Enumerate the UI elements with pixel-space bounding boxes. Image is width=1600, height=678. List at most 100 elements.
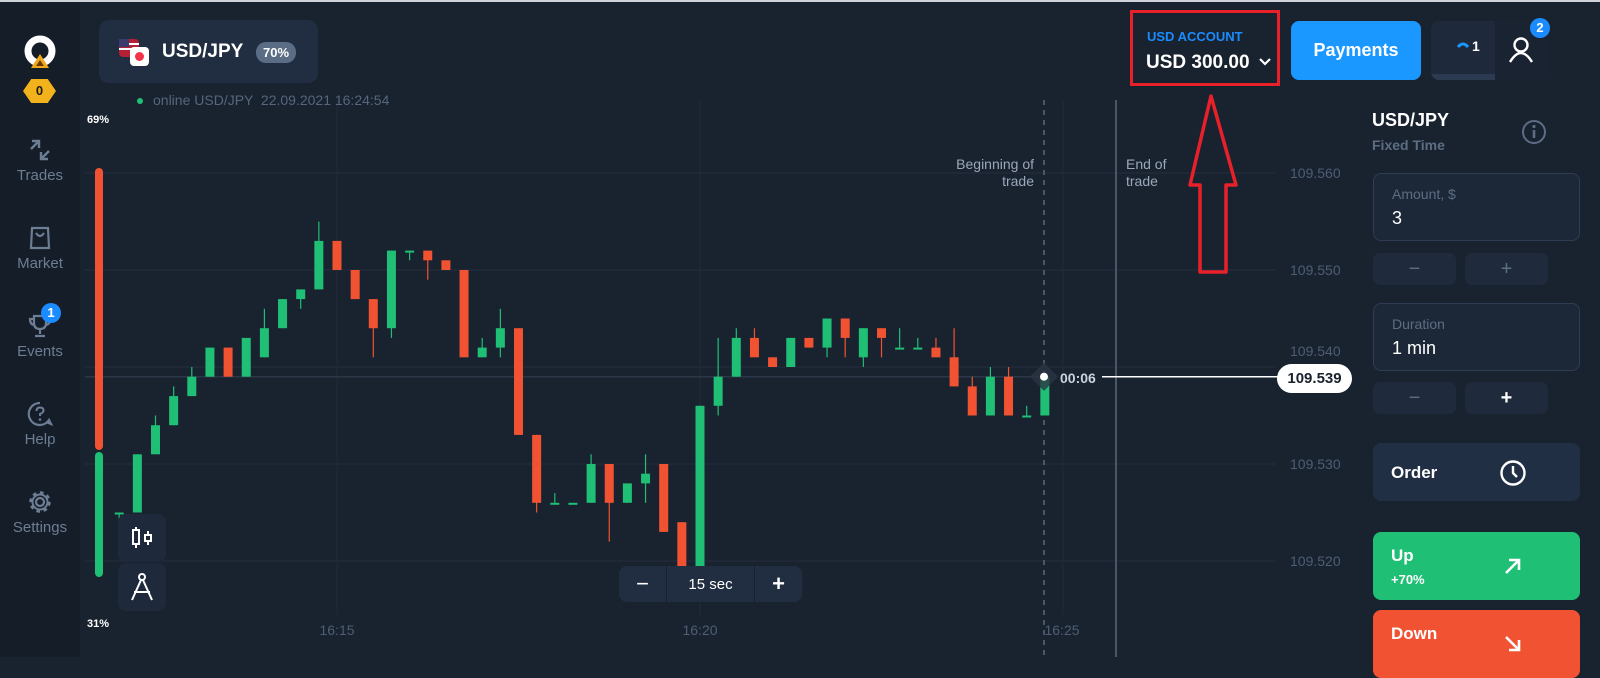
y-tick: 109.520: [1290, 553, 1341, 569]
trophy-icon: [28, 314, 52, 338]
amount-field[interactable]: Amount, $ 3: [1373, 173, 1580, 241]
candle-body: [169, 396, 179, 426]
duration-decrease-button[interactable]: −: [1373, 382, 1456, 414]
candle-body: [514, 328, 523, 435]
help-icon: [27, 401, 53, 427]
candle-body: [985, 376, 995, 416]
arrows-icon: [30, 139, 50, 161]
trade-icon: [1457, 42, 1469, 49]
open-trades-count: 1: [1472, 38, 1480, 54]
sidebar-item-help[interactable]: Help: [0, 401, 80, 448]
gear-icon: [29, 491, 51, 513]
asset-selector[interactable]: USD/JPY 70%: [99, 20, 318, 83]
candle-body: [586, 464, 596, 503]
candle-body: [368, 299, 378, 329]
timeframe-increase-button[interactable]: +: [772, 571, 785, 596]
y-tick: 109.560: [1290, 165, 1341, 181]
candle-body: [441, 260, 451, 270]
candle-body: [278, 299, 288, 329]
sidebar-item-label: Trades: [16, 167, 64, 184]
timeframe-decrease-button[interactable]: −: [619, 566, 667, 602]
payments-button[interactable]: Payments: [1291, 21, 1421, 80]
candle-body: [695, 405, 705, 571]
y-tick: 109.530: [1290, 456, 1341, 472]
up-label: Up: [1391, 546, 1414, 565]
chart-type-button[interactable]: [118, 514, 166, 562]
duration-field[interactable]: Duration 1 min: [1373, 303, 1580, 371]
candle-body: [405, 250, 415, 253]
score-badge: 0: [23, 79, 56, 103]
amount-value: 3: [1392, 208, 1403, 228]
amount-label: Amount, $: [1392, 186, 1456, 202]
candle-body: [967, 386, 977, 416]
beginning-of-trade-label: Beginning of trade: [956, 156, 1034, 189]
account-label: USD ACCOUNT: [1147, 29, 1243, 44]
candle-body: [659, 464, 669, 532]
sidebar-item-label: Settings: [12, 519, 68, 536]
candle-body: [749, 337, 759, 358]
candle-body: [822, 318, 832, 348]
candle-body: [459, 270, 469, 358]
online-dot-icon: [137, 98, 143, 105]
connection-status: online USD/JPY 22.09.2021 16:24:54: [137, 92, 389, 108]
candle-body: [677, 522, 687, 571]
current-price-marker: [1040, 372, 1048, 381]
x-tick: 16:20: [682, 622, 718, 638]
candle-body: [132, 454, 142, 513]
candle-body: [151, 425, 160, 455]
info-icon[interactable]: [1521, 119, 1547, 145]
candle-body: [786, 337, 796, 367]
candle-body: [858, 328, 868, 358]
trades-profile-widget: 1: [1431, 21, 1547, 80]
account-selector[interactable]: USD ACCOUNT USD 300.00: [1130, 10, 1280, 86]
logo-icon[interactable]: [22, 34, 58, 70]
x-tick: 16:25: [1044, 622, 1080, 638]
candle-body: [895, 347, 905, 350]
y-tick: 109.550: [1290, 262, 1341, 278]
amount-increase-button[interactable]: +: [1465, 253, 1548, 285]
duration-increase-button[interactable]: +: [1465, 382, 1548, 414]
candle-body: [840, 318, 850, 338]
order-button[interactable]: Order: [1373, 443, 1580, 501]
candle-body: [114, 512, 124, 515]
candle-body: [332, 240, 342, 270]
sidebar: 0 Trades Market Events 1 Help Settings: [0, 2, 80, 657]
candle-body: [550, 502, 560, 505]
sidebar-item-settings[interactable]: Settings: [0, 489, 80, 536]
sidebar-item-events[interactable]: Events 1: [0, 303, 80, 360]
candle-body: [259, 328, 269, 358]
panel-asset-name: USD/JPY: [1372, 110, 1450, 130]
sidebar-item-market[interactable]: Market: [0, 225, 80, 272]
candle-body: [622, 483, 632, 503]
asset-name: USD/JPY: [162, 41, 244, 62]
clock-icon: [1500, 460, 1526, 486]
up-button[interactable]: Up +70%: [1373, 532, 1580, 600]
down-button[interactable]: Down: [1373, 610, 1580, 678]
candles-icon: [132, 527, 152, 548]
chevron-down-icon: [1259, 58, 1271, 66]
x-tick: 16:15: [319, 622, 355, 638]
drawing-tools-button[interactable]: [118, 563, 166, 611]
sidebar-item-label: Help: [24, 431, 56, 448]
candle-body: [604, 464, 614, 503]
up-payout: +70%: [1391, 572, 1425, 587]
sentiment-up-percent: 31%: [87, 618, 110, 630]
status-text: online USD/JPY 22.09.2021 16:24:54: [153, 92, 390, 108]
duration-value: 1 min: [1392, 338, 1437, 358]
candle-body: [568, 502, 578, 505]
open-trades-button[interactable]: 1: [1431, 21, 1495, 80]
amount-decrease-button[interactable]: −: [1373, 253, 1456, 285]
order-label: Order: [1391, 463, 1438, 482]
trades-progress: [1431, 74, 1495, 80]
annotation-arrow: [1188, 94, 1238, 274]
candle-body: [350, 270, 360, 300]
flag-icon: [119, 39, 149, 66]
candle-body: [768, 357, 778, 367]
sentiment-down-bar: [95, 168, 103, 450]
candle-body: [205, 347, 215, 377]
panel-mode: Fixed Time: [1372, 137, 1445, 153]
sidebar-item-trades[interactable]: Trades: [0, 137, 80, 184]
candle-body: [241, 337, 251, 377]
account-balance: USD 300.00: [1146, 52, 1250, 73]
candle-body: [223, 347, 233, 377]
